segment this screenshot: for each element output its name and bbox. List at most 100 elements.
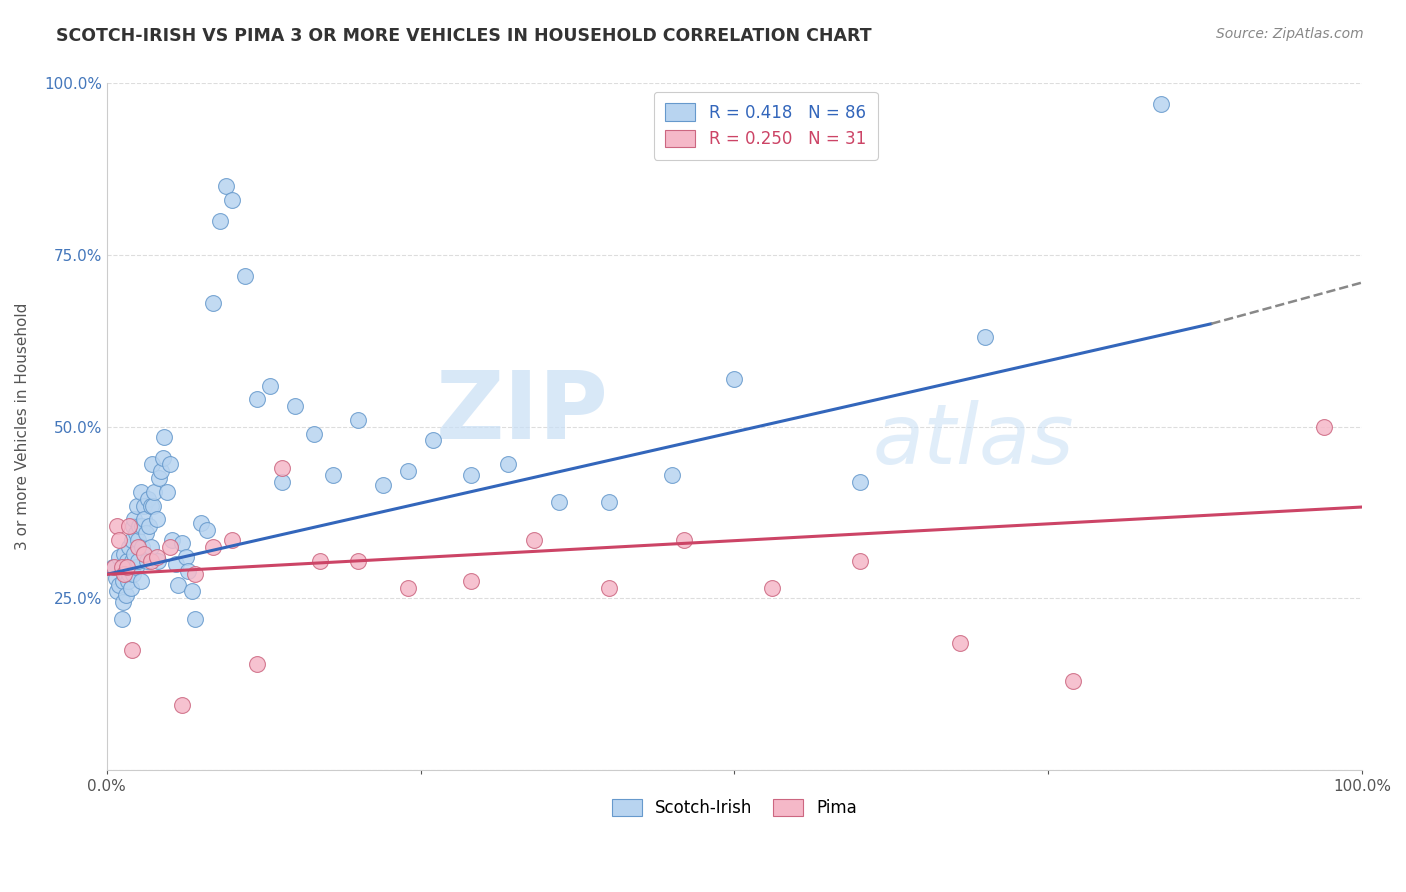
Point — [309, 553, 332, 567]
Point — [522, 533, 544, 547]
Point — [190, 516, 212, 530]
Point — [233, 268, 256, 283]
Point — [112, 574, 135, 589]
Point — [460, 467, 482, 482]
Point — [202, 540, 225, 554]
Text: ZIP: ZIP — [436, 367, 609, 459]
Point — [115, 553, 138, 567]
Point — [153, 430, 176, 444]
Point — [101, 560, 124, 574]
Point — [246, 392, 269, 407]
Point — [124, 512, 146, 526]
Point — [396, 464, 419, 478]
Point — [104, 571, 127, 585]
Point — [136, 491, 159, 506]
Point — [165, 557, 187, 571]
Point — [673, 533, 696, 547]
Point — [221, 193, 243, 207]
Point — [121, 533, 143, 547]
Point — [159, 540, 181, 554]
Point — [122, 519, 145, 533]
Point — [761, 581, 783, 595]
Point — [849, 475, 872, 489]
Point — [661, 467, 683, 482]
Point — [148, 553, 170, 567]
Point — [195, 523, 218, 537]
Point — [498, 458, 520, 472]
Point — [271, 461, 294, 475]
Y-axis label: 3 or more Vehicles in Household: 3 or more Vehicles in Household — [15, 303, 30, 550]
Point — [120, 581, 142, 595]
Point — [105, 584, 128, 599]
Point — [174, 550, 197, 565]
Point — [152, 450, 174, 465]
Point — [183, 612, 205, 626]
Point — [598, 581, 620, 595]
Point — [974, 330, 997, 344]
Point — [723, 372, 745, 386]
Point — [138, 519, 160, 533]
Point — [181, 584, 204, 599]
Point — [117, 560, 139, 574]
Legend: Scotch-Irish, Pima: Scotch-Irish, Pima — [606, 792, 863, 823]
Point — [208, 213, 231, 227]
Point — [139, 540, 162, 554]
Point — [108, 550, 131, 565]
Point — [134, 499, 156, 513]
Point — [322, 467, 344, 482]
Point — [156, 485, 179, 500]
Point — [215, 179, 238, 194]
Point — [112, 567, 135, 582]
Point — [103, 560, 125, 574]
Point — [202, 296, 225, 310]
Point — [105, 519, 128, 533]
Point — [246, 657, 269, 671]
Point — [284, 399, 307, 413]
Point — [134, 512, 156, 526]
Point — [112, 547, 135, 561]
Point — [1313, 419, 1336, 434]
Point — [129, 574, 152, 589]
Point — [346, 413, 368, 427]
Point — [124, 560, 146, 574]
Point — [221, 533, 243, 547]
Point — [124, 526, 146, 541]
Point — [127, 540, 149, 554]
Point — [302, 426, 325, 441]
Point — [121, 553, 143, 567]
Point — [143, 485, 166, 500]
Point — [111, 560, 134, 574]
Point — [122, 567, 145, 582]
Point — [149, 464, 172, 478]
Point — [117, 574, 139, 589]
Point — [125, 499, 148, 513]
Point — [167, 577, 190, 591]
Point — [146, 550, 169, 565]
Point — [108, 577, 131, 591]
Point — [118, 540, 141, 554]
Point — [115, 560, 138, 574]
Point — [146, 512, 169, 526]
Point — [170, 536, 193, 550]
Point — [127, 553, 149, 567]
Point — [170, 698, 193, 712]
Text: atlas: atlas — [873, 400, 1074, 481]
Point — [177, 564, 200, 578]
Point — [139, 499, 162, 513]
Point — [139, 553, 162, 567]
Point — [271, 475, 294, 489]
Point — [949, 636, 972, 650]
Point — [598, 495, 620, 509]
Point — [142, 499, 165, 513]
Point — [547, 495, 569, 509]
Point — [183, 567, 205, 582]
Point — [422, 434, 444, 448]
Point — [108, 533, 131, 547]
Text: Source: ZipAtlas.com: Source: ZipAtlas.com — [1216, 27, 1364, 41]
Point — [112, 595, 135, 609]
Text: SCOTCH-IRISH VS PIMA 3 OR MORE VEHICLES IN HOUSEHOLD CORRELATION CHART: SCOTCH-IRISH VS PIMA 3 OR MORE VEHICLES … — [56, 27, 872, 45]
Point — [346, 553, 368, 567]
Point — [259, 378, 281, 392]
Point — [118, 519, 141, 533]
Point — [124, 547, 146, 561]
